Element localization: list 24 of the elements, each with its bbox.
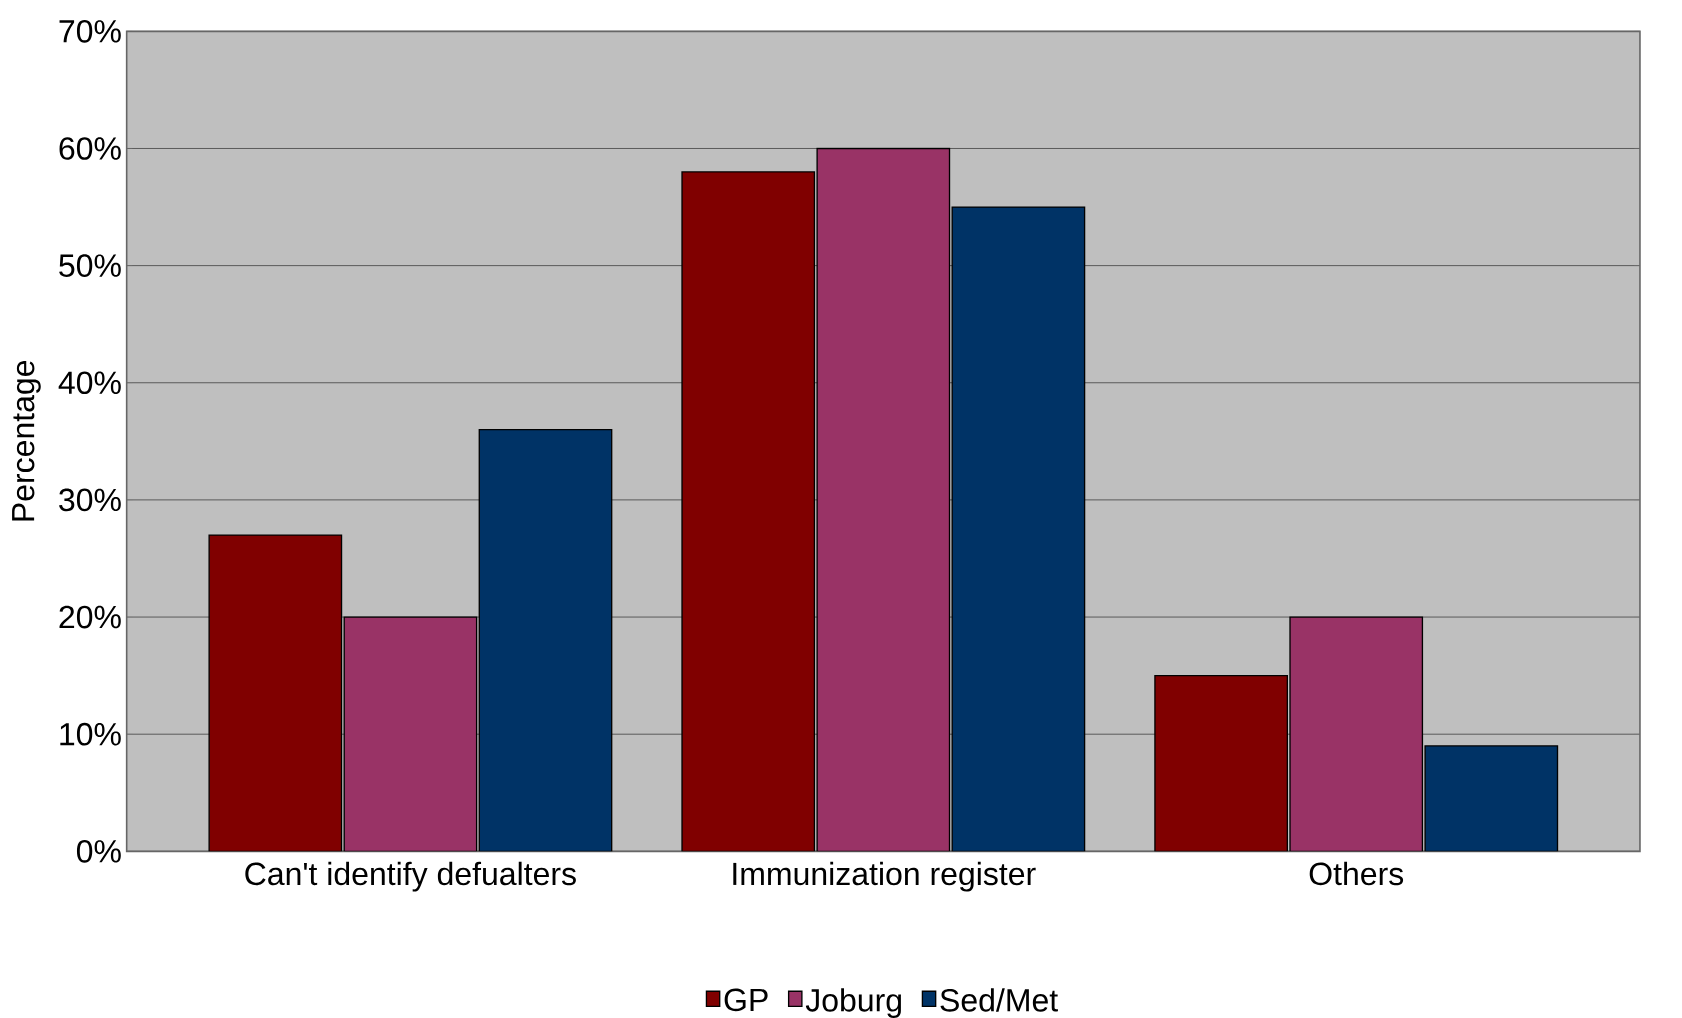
y-axis-title: Percentage [12, 360, 41, 521]
y-tick-label: 60% [59, 137, 121, 160]
legend-label: GP [724, 988, 768, 1012]
y-tick-label: 40% [58, 371, 121, 395]
bar [209, 535, 342, 852]
bar [952, 207, 1085, 852]
bar [479, 429, 612, 852]
y-tick-label: 0% [76, 840, 121, 863]
y-tick-label: 10% [60, 722, 121, 746]
y-tick-label: 30% [59, 488, 121, 512]
bar [682, 171, 815, 852]
bar [817, 148, 950, 852]
bar [1424, 745, 1559, 852]
legend-label: Joburg [805, 988, 901, 1018]
bar [1154, 674, 1289, 852]
bar [1289, 616, 1424, 852]
bar [344, 617, 477, 852]
x-tick-label: Immunization register [733, 861, 1036, 892]
x-tick-label: Others [1309, 861, 1404, 886]
y-tick-label: 50% [59, 254, 121, 277]
x-tick-label: Can't identify defualters [245, 861, 576, 892]
y-tick-label: 70% [59, 20, 121, 43]
y-tick-label: 20% [59, 605, 121, 629]
legend-label: Sed/Met [940, 988, 1058, 1012]
